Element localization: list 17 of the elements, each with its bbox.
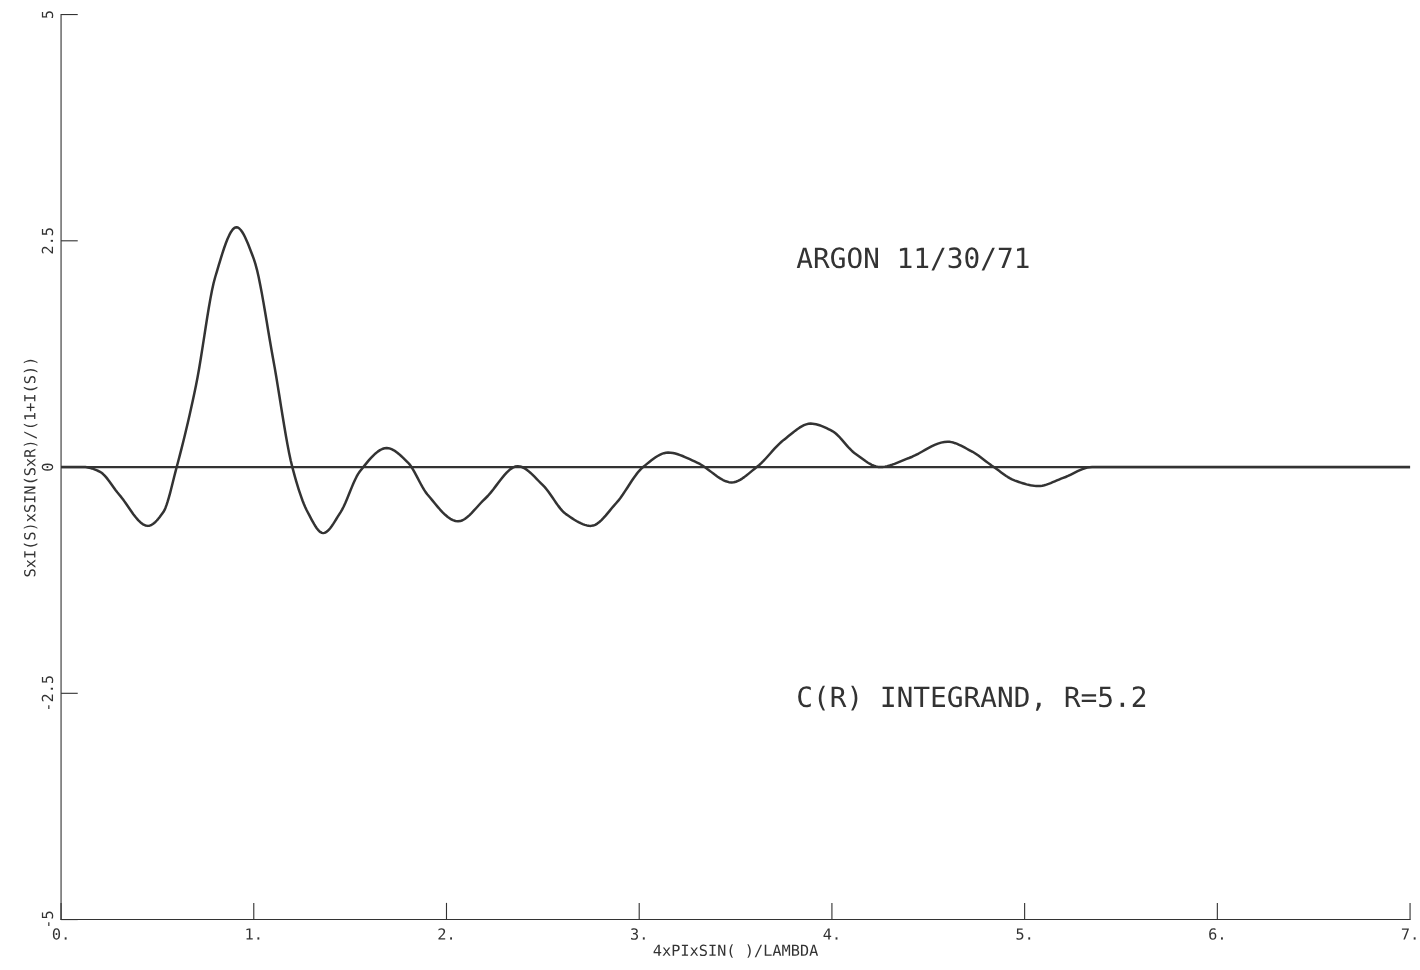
y-tick-label: 5 xyxy=(41,11,54,19)
y-tick-label: 0 xyxy=(41,463,54,471)
x-tick-label: 5. xyxy=(1016,928,1031,940)
annotation: C(R) INTEGRAND, R=5.2 xyxy=(798,685,1146,711)
y-tick-label: -2.5 xyxy=(41,676,54,710)
y-tick-label: -5 xyxy=(41,911,54,927)
x-tick-label: 3. xyxy=(631,928,645,940)
x-tick-label: 7. xyxy=(1401,928,1416,940)
x-tick-label: 4. xyxy=(823,928,838,940)
x-tick-label: 6. xyxy=(1209,928,1223,940)
x-tick-label: 1. xyxy=(246,928,260,940)
x-tick-label: 2. xyxy=(438,928,453,940)
x-tick-label: 0. xyxy=(52,928,67,940)
y-axis-title: SxI(S)xSIN(SxR)/(1+I(S)) xyxy=(23,359,38,577)
annotation: ARGON 11/30/71 xyxy=(796,247,1029,271)
y-tick-label: 2.5 xyxy=(41,228,54,254)
x-axis-title: 4xPIxSIN( )/LAMBDA xyxy=(653,944,819,958)
